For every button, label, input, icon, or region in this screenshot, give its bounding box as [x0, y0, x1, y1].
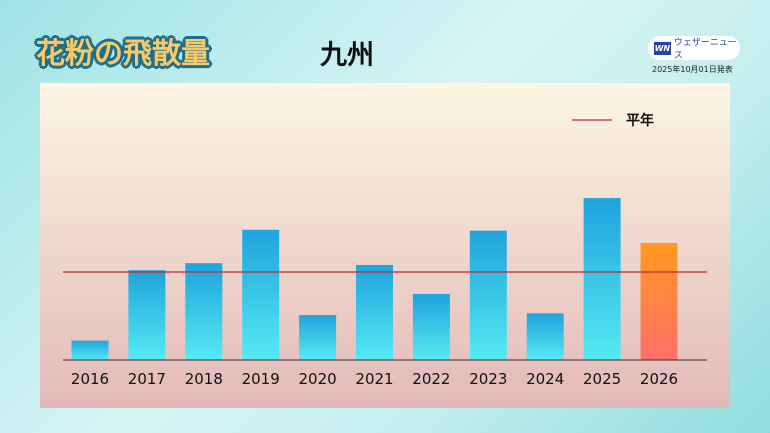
x-tick-label: 2018	[185, 370, 223, 388]
x-tick-label: 2025	[583, 370, 621, 388]
x-tick-label: 2026	[640, 370, 678, 388]
bar-2020	[299, 315, 337, 360]
publish-date: 2025年10月01日発表	[652, 65, 733, 74]
bar-2024	[526, 313, 564, 360]
bar-2017	[128, 270, 166, 360]
bar-2022	[412, 294, 450, 360]
x-tick-label: 2016	[71, 370, 109, 388]
bar-2021	[356, 264, 393, 360]
logo-mark: WN	[654, 41, 671, 55]
x-tick-label: 2017	[128, 370, 166, 388]
legend-label: 平年	[626, 112, 654, 129]
x-tick-label: 2023	[469, 370, 507, 388]
bar-2026	[640, 242, 678, 360]
logo-text: ウェザーニュース	[673, 38, 737, 61]
x-tick-label: 2019	[242, 370, 280, 388]
bar-2018	[185, 263, 223, 360]
bar-2023	[469, 230, 507, 360]
x-tick-label: 2024	[526, 370, 564, 388]
x-tick-label: 2022	[412, 370, 450, 388]
bar-2016	[71, 340, 109, 360]
x-tick-label: 2021	[355, 370, 393, 388]
bar-2025	[583, 198, 621, 360]
page-title: 花粉の飛散量	[36, 36, 211, 70]
weathernews-logo: WN ウェザーニュース	[648, 36, 740, 61]
bar-2019	[242, 229, 280, 360]
region-title: 九州	[320, 40, 374, 71]
x-tick-label: 2020	[299, 370, 337, 388]
